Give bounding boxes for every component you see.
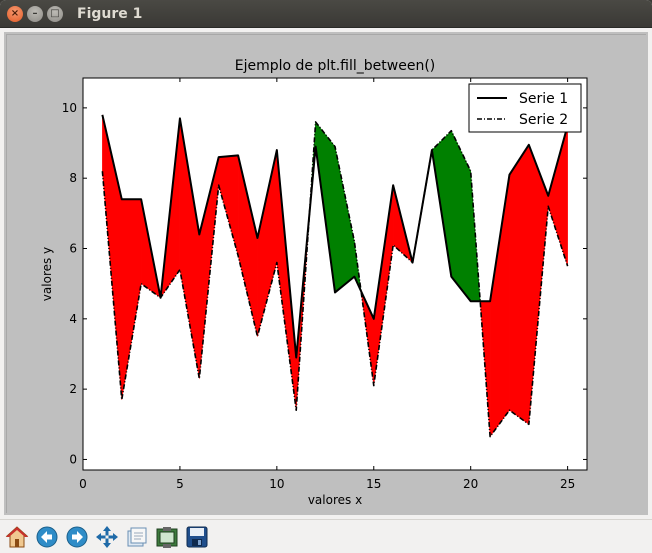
x-tick-label-0: 0 (79, 477, 87, 491)
title-bar[interactable]: × – □ Figure 1 (0, 0, 652, 28)
legend-label-2: Serie 2 (519, 112, 568, 128)
series-line-2 (101, 121, 569, 438)
subplots-config-button[interactable] (154, 524, 180, 550)
legend-box (468, 83, 582, 133)
navigation-toolbar (0, 519, 652, 553)
maximize-window-button[interactable]: □ (47, 6, 63, 22)
fill-segment-21 (509, 143, 530, 425)
y-tick-label-2: 4 (69, 312, 77, 326)
x-tick-label-1: 5 (176, 477, 184, 491)
legend: Serie 1 Serie 2 (468, 83, 582, 133)
x-axis-label: valores x (308, 493, 362, 507)
chart-title: Ejemplo de plt.fill_between() (235, 58, 436, 74)
home-button[interactable] (4, 524, 30, 550)
pan-icon (96, 526, 118, 548)
zoom-rect-button[interactable] (124, 524, 150, 550)
minimize-window-button[interactable]: – (27, 6, 43, 22)
save-button[interactable] (184, 524, 210, 550)
x-tick-label-5: 25 (560, 477, 575, 491)
back-arrow-icon (36, 526, 58, 548)
save-icon (186, 526, 208, 548)
y-tick-label-1: 2 (69, 382, 77, 396)
y-tick-label-0: 0 (69, 452, 77, 466)
axes-frame (82, 77, 588, 471)
close-window-button[interactable]: × (7, 6, 23, 22)
home-icon (5, 526, 29, 548)
y-tick-label-3: 6 (69, 242, 77, 256)
y-axis-label: valores y (40, 247, 54, 301)
pan-button[interactable] (94, 524, 120, 550)
forward-button[interactable] (64, 524, 90, 550)
series-lines-layer (101, 114, 569, 438)
window-title: Figure 1 (77, 6, 143, 22)
chart[interactable]: 0 5 10 15 20 25 0 2 4 6 8 10 Ejemplo de plt.fill_be… (7, 35, 647, 514)
x-tick-label-4: 20 (463, 477, 478, 491)
figure-area: 0 5 10 15 20 25 0 2 4 6 8 10 Ejemplo de plt.fill_be… (4, 32, 648, 515)
back-button[interactable] (34, 524, 60, 550)
subplots-config-icon (156, 527, 178, 548)
y-tick-label-5: 10 (62, 101, 77, 115)
x-tick-label-2: 10 (269, 477, 284, 491)
series-line-1 (101, 114, 569, 359)
x-tick-label-3: 15 (366, 477, 381, 491)
figure-canvas[interactable]: 0 5 10 15 20 25 0 2 4 6 8 10 Ejemplo de plt.fill_be… (6, 34, 647, 514)
ticks-layer: 0 5 10 15 20 25 0 2 4 6 8 10 (62, 78, 587, 491)
forward-arrow-icon (66, 526, 88, 548)
legend-label-1: Serie 1 (519, 91, 568, 107)
canvas-frame: 0 5 10 15 20 25 0 2 4 6 8 10 Ejemplo de plt.fill_be… (0, 28, 652, 519)
zoom-rect-icon (127, 527, 147, 547)
y-tick-label-4: 8 (69, 171, 77, 185)
